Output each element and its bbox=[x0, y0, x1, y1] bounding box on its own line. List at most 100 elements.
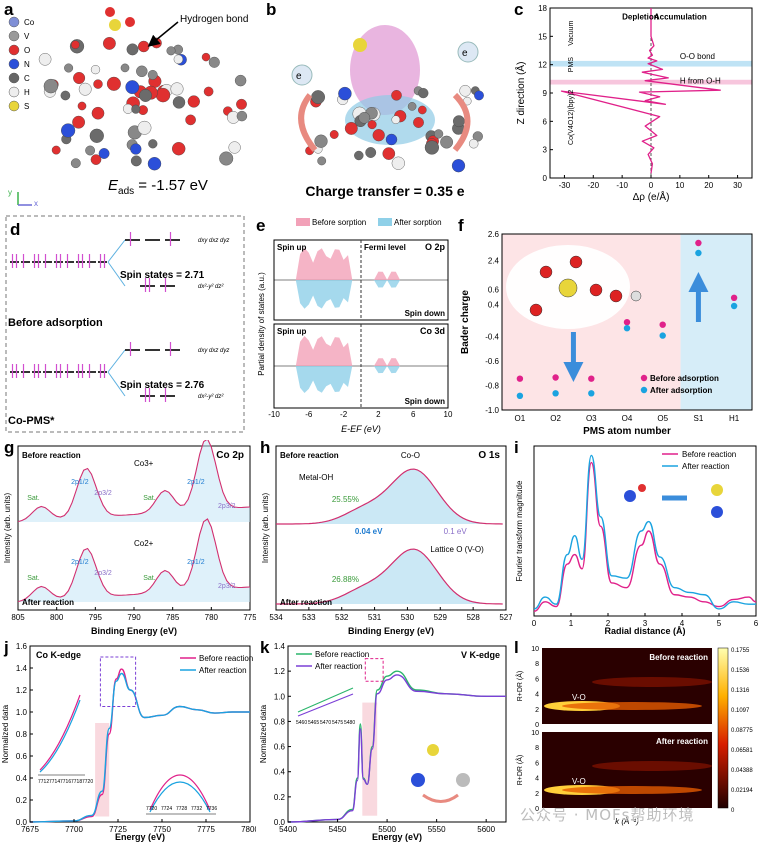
structure-atom bbox=[70, 158, 81, 169]
j-xlabel: Energy (eV) bbox=[115, 832, 165, 842]
c-xtick-label-5: 20 bbox=[704, 181, 713, 190]
structure-atom bbox=[201, 52, 211, 62]
orbital-levels: dxy dxz dyz dx²-y² dz² dxy dxz dyz dx²-y² d… bbox=[10, 232, 229, 402]
structure-atom bbox=[434, 129, 444, 139]
structure-atom bbox=[147, 70, 158, 80]
electron-left bbox=[291, 64, 313, 86]
k-xtick-label-4: 5600 bbox=[477, 825, 495, 834]
inset-co-atom bbox=[411, 773, 425, 787]
lattice-o-label: Lattice O (V-O) bbox=[430, 545, 484, 554]
panel-f: O1 O2 O3 O4 O5 S1 H1 -1.0 -0.8 -0.6 -0.4 0.4 0.6 2.4 2… bbox=[456, 212, 760, 438]
colorbar-tick-7: 0.02194 bbox=[731, 788, 753, 794]
d-lower-label: dx²-y² dz² bbox=[198, 394, 224, 400]
bader-point-H1-before bbox=[730, 294, 738, 301]
o1s-spectrum-0 bbox=[276, 468, 503, 525]
e-xtick-label-1: -6 bbox=[305, 410, 313, 419]
structure-atom bbox=[51, 145, 61, 155]
f-xtick-label-4: O5 bbox=[657, 414, 668, 423]
bader-point-O3-after bbox=[588, 390, 595, 397]
heatmap-label-0: Before reaction bbox=[649, 653, 708, 662]
inset-tick-2: 5470 bbox=[320, 720, 331, 726]
label-c: c bbox=[514, 0, 524, 19]
heatmap-band2-1 bbox=[592, 761, 712, 771]
inset1-tick-0: 7712 bbox=[38, 779, 49, 785]
e-xtick-label-5: 10 bbox=[444, 410, 453, 419]
structure-atom bbox=[329, 130, 339, 139]
pms-oxygen-atom-2 bbox=[539, 265, 553, 279]
sat-label-3: Sat. bbox=[143, 575, 156, 582]
structure-atom bbox=[90, 64, 101, 75]
ft-line-after bbox=[533, 454, 756, 610]
inset1-after-line bbox=[39, 699, 81, 773]
structure-atom bbox=[236, 98, 247, 110]
structure-atom bbox=[60, 123, 76, 138]
pms-oxygen-atom bbox=[125, 17, 135, 27]
i-xtick-label-1: 1 bbox=[569, 619, 574, 628]
label-l: l bbox=[514, 640, 519, 657]
chart-e: Before sorption After sorption Spin up O 2p… bbox=[257, 218, 453, 434]
adsorption-energy: Eads = -1.57 eV bbox=[108, 177, 208, 197]
structure-atom bbox=[382, 147, 396, 160]
g-xtick-label-4: 785 bbox=[166, 613, 180, 622]
colorbar-tick-8: 0 bbox=[731, 808, 735, 814]
l-ytick-1-3: 6 bbox=[535, 760, 539, 767]
h-xtick-label-4: 530 bbox=[401, 613, 415, 622]
g-xtick-label-2: 795 bbox=[89, 613, 103, 622]
f-ytick-label-3: -0.4 bbox=[485, 332, 499, 341]
bader-point-O4-after bbox=[623, 325, 631, 332]
structure-atom bbox=[136, 65, 148, 78]
svg-text:e: e bbox=[296, 71, 302, 82]
c-ytick-label-2: 6 bbox=[543, 117, 548, 126]
split-line-down bbox=[107, 261, 126, 287]
j-xtick-label-2: 7725 bbox=[109, 825, 127, 834]
accumulation-label: Accumulation bbox=[654, 12, 707, 21]
i-xtick-label-3: 3 bbox=[643, 619, 648, 628]
inset2-tick-4: 7736 bbox=[206, 806, 217, 812]
l-ytick-0-3: 6 bbox=[535, 676, 539, 683]
e-xlabel: E-EF (eV) bbox=[341, 424, 381, 434]
structure-atom bbox=[472, 131, 483, 142]
colorbar-tick-6: 0.04388 bbox=[731, 768, 753, 774]
structure-atom bbox=[338, 86, 352, 101]
j-ytick-label-5: 1.0 bbox=[16, 708, 28, 717]
bader-point-H1-after bbox=[730, 302, 738, 310]
panel-b: e e Charge transfer = 0.35 e b bbox=[260, 0, 510, 210]
p32-label-0: 2p3/2 bbox=[94, 490, 112, 497]
pms-h1-atom bbox=[630, 290, 642, 302]
inset2-tick-3: 7732 bbox=[191, 806, 202, 812]
h-ylabel: Intensity (arb. units) bbox=[261, 493, 270, 564]
e-xtick-label-0: -10 bbox=[268, 410, 280, 419]
colorbar-tick-5: 0.06581 bbox=[731, 748, 753, 754]
spin-down-label-1: Spin down bbox=[405, 397, 446, 406]
before-reaction-label: Before reaction bbox=[22, 451, 81, 460]
l-ytick-1-0: 0 bbox=[535, 806, 539, 813]
structure-atom bbox=[418, 87, 429, 99]
watermark: 公众号 · MOFs帮助环境 bbox=[520, 806, 695, 824]
depletion-label: Depletion bbox=[622, 12, 659, 21]
plot-frame bbox=[275, 445, 507, 611]
j-ytick-label-0: 0.0 bbox=[16, 818, 28, 827]
structure-atom bbox=[43, 78, 59, 94]
structure-atom bbox=[413, 117, 424, 128]
structure-atom bbox=[391, 90, 402, 101]
bader-point-S1-before bbox=[695, 239, 702, 247]
xps-spectrum-0 bbox=[17, 440, 251, 523]
structure-atom bbox=[85, 145, 96, 156]
structure-atom bbox=[38, 53, 52, 66]
structure-atom bbox=[131, 104, 141, 114]
structure-atom bbox=[171, 141, 186, 156]
l-ytick-1-4: 8 bbox=[535, 745, 539, 752]
structure-atom bbox=[78, 82, 92, 96]
structure-atom bbox=[208, 56, 220, 68]
metal-oh-pct-before: 25.55% bbox=[332, 495, 359, 504]
h-title: O 1s bbox=[478, 450, 500, 461]
charge-profile-line bbox=[560, 8, 721, 174]
structure-atom bbox=[474, 90, 484, 101]
j-xtick-label-1: 7700 bbox=[65, 825, 83, 834]
inset2-tick-0: 7720 bbox=[146, 806, 157, 812]
f-xlabel: PMS atom number bbox=[583, 426, 671, 437]
k-ytick-label-0: 0.0 bbox=[274, 818, 286, 827]
